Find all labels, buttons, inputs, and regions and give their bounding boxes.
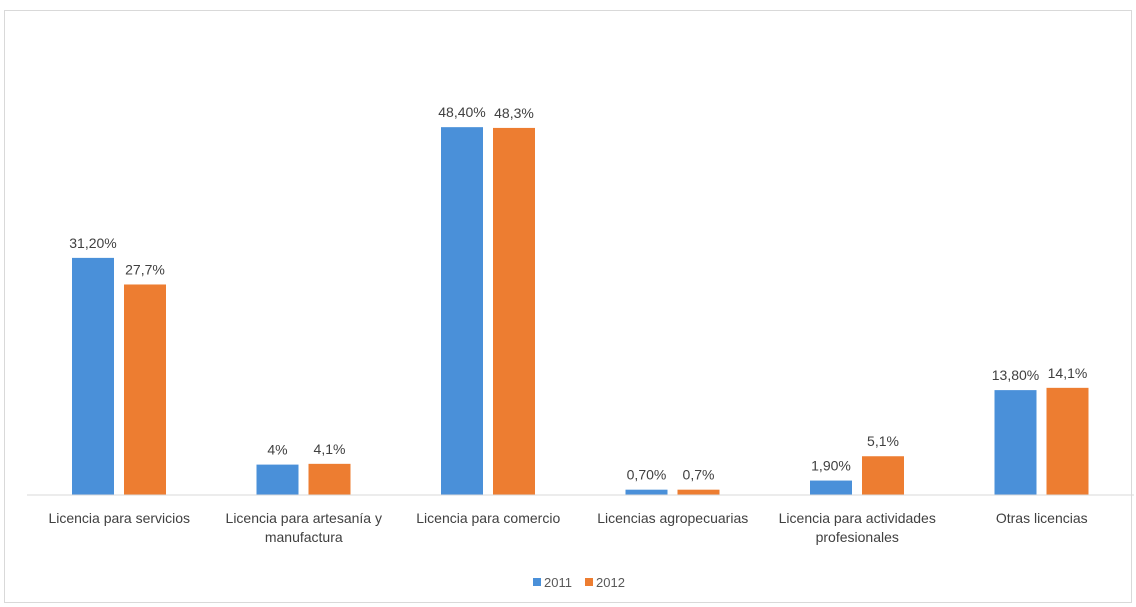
legend-swatch-2011 <box>533 578 541 586</box>
data-labels-layer: 31,20% 27,7% 4% 4,1% 48,40% 48,3% 0,70% 0,7% 1,9… <box>69 104 1087 483</box>
data-label-2011-2: 48,40% <box>438 104 485 120</box>
category-label-2-0: Licencia para comercio <box>416 510 560 526</box>
bar-2012-0 <box>124 284 166 495</box>
category-labels-layer: Licencia para servicios Licencia para art… <box>48 510 1087 545</box>
category-label-4-1: profesionales <box>816 529 899 545</box>
legend: 2011 2012 <box>533 575 625 590</box>
bar-2011-5 <box>994 390 1037 495</box>
bar-2011-2 <box>441 127 483 495</box>
data-label-2012-5: 14,1% <box>1048 365 1088 381</box>
data-label-2011-1: 4% <box>267 442 287 458</box>
bar-2012-3 <box>677 489 720 495</box>
legend-label-2011: 2011 <box>544 575 572 590</box>
category-label-5-0: Otras licencias <box>996 510 1088 526</box>
category-label-1-0: Licencia para artesanía y <box>226 510 382 526</box>
category-label-1-1: manufactura <box>265 529 343 545</box>
bar-2012-2 <box>493 127 535 496</box>
category-label-3-0: Licencias agropecuarias <box>597 510 748 526</box>
data-label-2012-2: 48,3% <box>494 105 534 121</box>
category-label-0-0: Licencia para servicios <box>48 510 190 526</box>
data-label-2011-0: 31,20% <box>69 235 116 251</box>
data-label-2011-4: 1,90% <box>811 458 851 474</box>
bar-2011-1 <box>256 464 299 495</box>
data-label-2012-3: 0,7% <box>683 467 715 483</box>
bar-2011-4 <box>810 480 852 495</box>
bars-layer <box>72 127 1089 496</box>
data-label-2011-3: 0,70% <box>627 467 667 483</box>
legend-label-2012: 2012 <box>596 575 625 590</box>
chart-frame <box>4 10 1132 603</box>
data-label-2012-4: 5,1% <box>867 433 899 449</box>
bar-2012-1 <box>308 463 351 495</box>
bar-2012-5 <box>1046 387 1089 495</box>
data-label-2012-0: 27,7% <box>125 261 165 277</box>
category-label-4-0: Licencia para actividades <box>779 510 936 526</box>
data-label-2011-5: 13,80% <box>992 367 1039 383</box>
data-label-2012-1: 4,1% <box>314 441 346 457</box>
legend-swatch-2012 <box>585 578 593 586</box>
bar-2011-3 <box>625 489 668 495</box>
bar-2012-4 <box>862 456 904 495</box>
bar-2011-0 <box>72 257 114 495</box>
